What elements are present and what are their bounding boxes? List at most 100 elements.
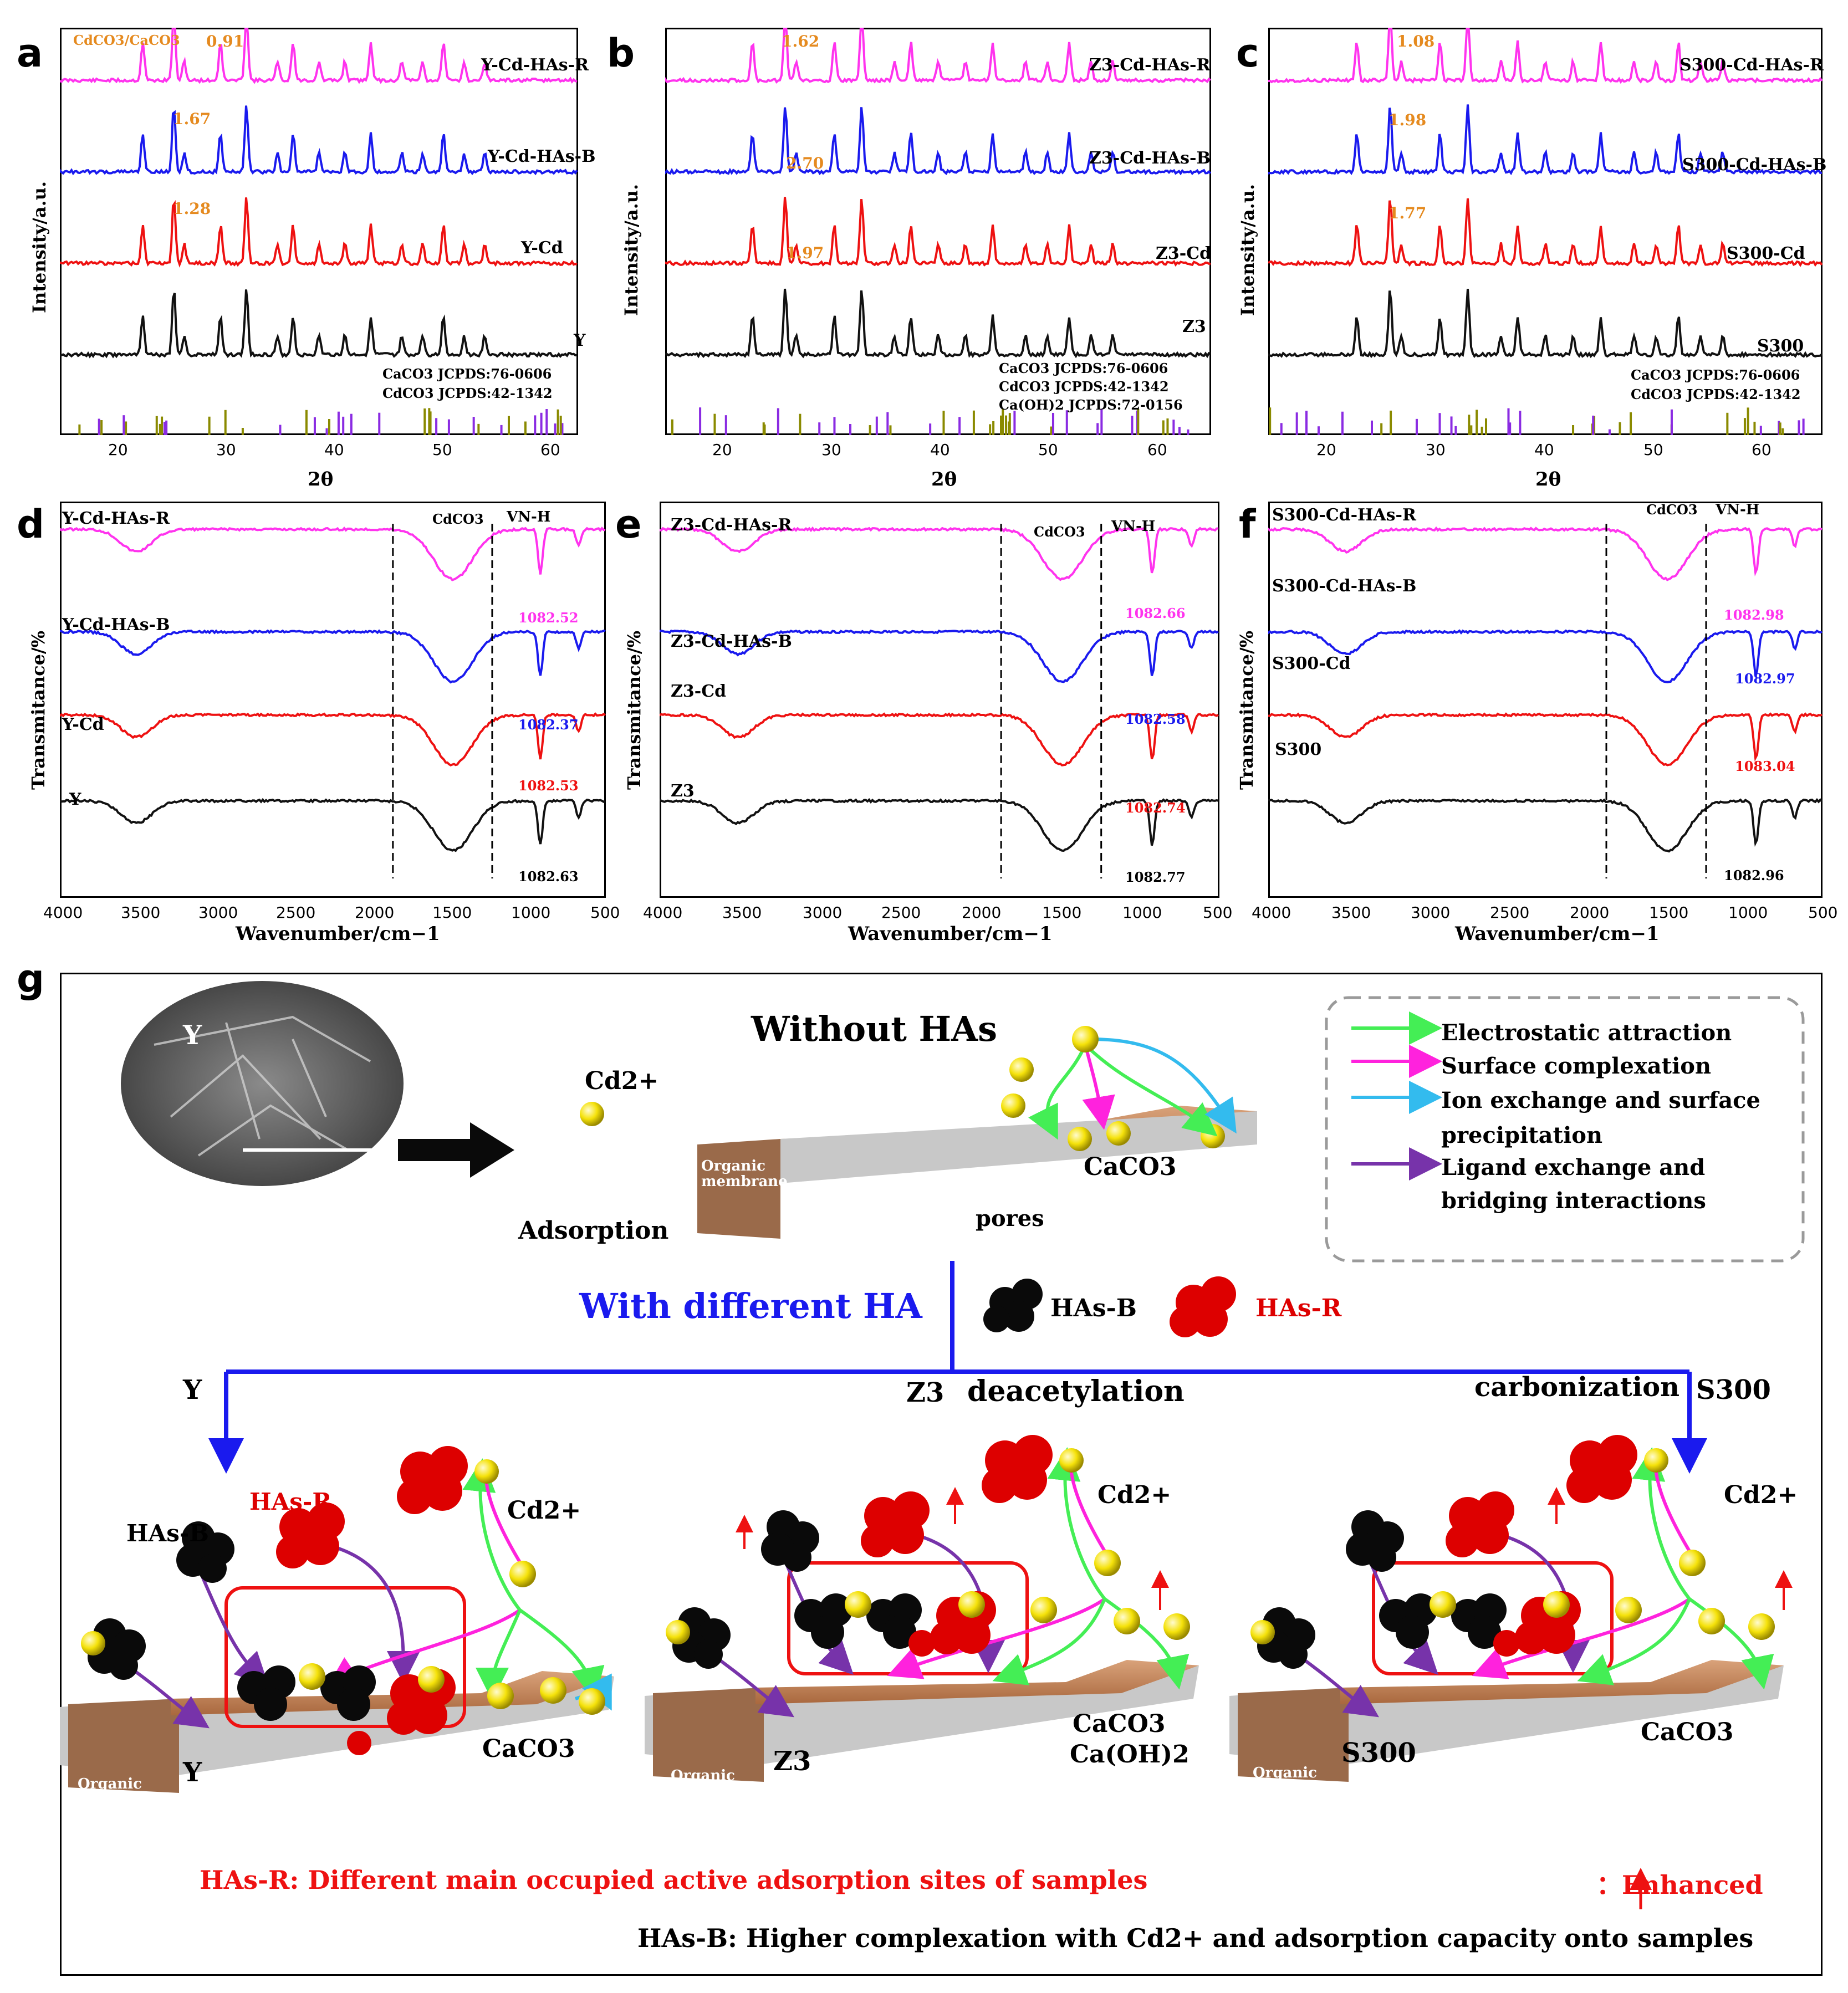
x-axis-label: 2θ	[1535, 468, 1561, 490]
enhanced-legend: ：Enhanced	[1596, 1870, 1763, 1900]
x-tick: 3000	[198, 903, 238, 922]
trace-label: S300-Cd	[1272, 654, 1351, 673]
has-r-label: HAs-R	[249, 1488, 332, 1515]
x-tick: 2500	[1490, 903, 1530, 922]
trace-label: Y-Cd	[62, 715, 104, 734]
plot-frame	[660, 502, 1219, 898]
ftir-trace	[60, 712, 606, 766]
trace-label: Z3-Cd	[1156, 244, 1212, 263]
x-tick: 1000	[1728, 903, 1768, 922]
trace-label: S300-Cd-HAs-R	[1272, 505, 1416, 525]
ratio-value: 1.08	[1397, 32, 1435, 50]
with-different-ha-title: With different HA	[579, 1286, 922, 1326]
ratio-title: CdCO3/CaCO3	[73, 32, 180, 48]
peak-value: 1082.37	[518, 717, 579, 733]
peak-value: 1082.77	[1125, 869, 1186, 885]
x-tick: 1500	[1649, 903, 1689, 922]
legend-bridging: bridging interactions	[1441, 1188, 1706, 1214]
trace-label: Z3-Cd-HAs-B	[1089, 149, 1211, 168]
ftir-trace	[60, 798, 606, 852]
x-tick: 2000	[962, 903, 1002, 922]
cd-ion-scene3: Cd2+	[1724, 1481, 1798, 1509]
cd-ion-scene2: Cd2+	[1097, 1481, 1172, 1509]
x-axis-label: Wavenumber/cm−1	[1455, 923, 1660, 945]
pores-label: pores	[976, 1205, 1044, 1231]
x-tick: 4000	[1252, 903, 1291, 922]
substrate-label: Y	[818, 1189, 835, 1217]
x-tick: 40	[1534, 441, 1554, 459]
peak-value: 1082.66	[1125, 605, 1186, 621]
trace-label: S300-Cd	[1727, 244, 1805, 263]
x-tick: 3000	[1411, 903, 1451, 922]
trace-label: Z3-Cd-HAs-R	[1089, 55, 1211, 75]
x-tick: 40	[930, 441, 950, 459]
y-axis-label: Transmitance/%	[28, 630, 49, 790]
x-tick: 4000	[643, 903, 683, 922]
schematic-graphics	[60, 981, 1805, 1909]
xrd-trace	[60, 105, 578, 176]
has-r-legend-label: HAs-R	[1255, 1294, 1342, 1322]
peak-value: 1082.74	[1125, 800, 1186, 816]
substrate-z3: Z3	[773, 1746, 811, 1777]
x-tick: 1000	[1122, 903, 1162, 922]
branch-s300-label: S300	[1696, 1374, 1771, 1406]
organic-membrane-label: Organic membrane	[701, 1158, 788, 1190]
peak-value: 1083.04	[1735, 758, 1795, 774]
trace-label: S300	[1275, 740, 1322, 759]
x-tick: 4000	[43, 903, 83, 922]
xrd-trace	[665, 197, 1211, 267]
band-label: VN-H	[1716, 502, 1760, 518]
x-tick: 20	[108, 441, 128, 459]
y-axis-label: Intensity/a.u.	[1237, 183, 1258, 316]
has-b-legend-label: HAs-B	[1050, 1294, 1137, 1322]
legend-ligand-exchange: Ligand exchange and	[1441, 1154, 1706, 1181]
x-tick: 3500	[1331, 903, 1371, 922]
x-tick: 40	[324, 441, 344, 459]
ftir-trace	[1268, 526, 1823, 581]
plot-frame	[665, 28, 1211, 435]
cd-ion-label: Cd2+	[585, 1067, 658, 1095]
band-label: VN-H	[507, 509, 551, 525]
x-tick: 20	[712, 441, 732, 459]
x-tick: 60	[1752, 441, 1772, 459]
panel-letter-a: a	[17, 30, 43, 76]
caoh2-scene2: Ca(OH)2	[1070, 1740, 1190, 1769]
legend-entry: Ca(OH)2 JCPDS:72-0156	[999, 397, 1183, 413]
substrate-y: Y	[183, 1757, 202, 1788]
deacetylation-label: deacetylation	[967, 1374, 1185, 1408]
xrd-traces-b	[665, 28, 1211, 435]
x-tick: 2000	[1570, 903, 1610, 922]
adsorption-label: Adsorption	[518, 1217, 669, 1245]
ftir-trace	[1268, 629, 1823, 683]
plot-frame	[1268, 28, 1823, 435]
x-tick: 500	[1203, 903, 1233, 922]
x-tick: 50	[1643, 441, 1663, 459]
peak-value: 1082.58	[1125, 711, 1186, 727]
xrd-trace	[1268, 198, 1823, 267]
branch-z3-label: Z3	[906, 1377, 945, 1408]
ftir-trace	[60, 629, 606, 684]
x-axis-label: Wavenumber/cm−1	[848, 923, 1053, 945]
legend-entry: CdCO3 JCPDS:42-1342	[382, 385, 553, 401]
trace-label: Y	[574, 331, 586, 350]
footer-has-b: HAs-B: Higher complexation with Cd2+ and…	[637, 1923, 1754, 1953]
x-tick: 3000	[803, 903, 843, 922]
trace-label: Z3-Cd-HAs-B	[671, 632, 792, 651]
ftir-trace	[660, 629, 1219, 683]
ftir-trace	[1268, 798, 1823, 853]
x-tick: 50	[1038, 441, 1058, 459]
peak-value: 1082.97	[1735, 671, 1795, 687]
x-tick: 3500	[121, 903, 161, 922]
plot-frame	[60, 502, 606, 898]
ftir-trace	[660, 526, 1219, 581]
legend-entry: CdCO3 JCPDS:42-1342	[999, 379, 1169, 395]
x-tick: 30	[216, 441, 236, 459]
ftir-traces-d	[60, 524, 606, 878]
ftir-trace	[660, 798, 1219, 852]
xrd-trace	[1268, 289, 1823, 359]
ratio-value: 1.62	[782, 32, 820, 50]
legend-electrostatic: Electrostatic attraction	[1441, 1020, 1732, 1046]
x-tick: 2000	[355, 903, 395, 922]
legend-entry: CaCO3 JCPDS:76-0606	[999, 360, 1168, 376]
xrd-traces-c	[1268, 28, 1823, 435]
